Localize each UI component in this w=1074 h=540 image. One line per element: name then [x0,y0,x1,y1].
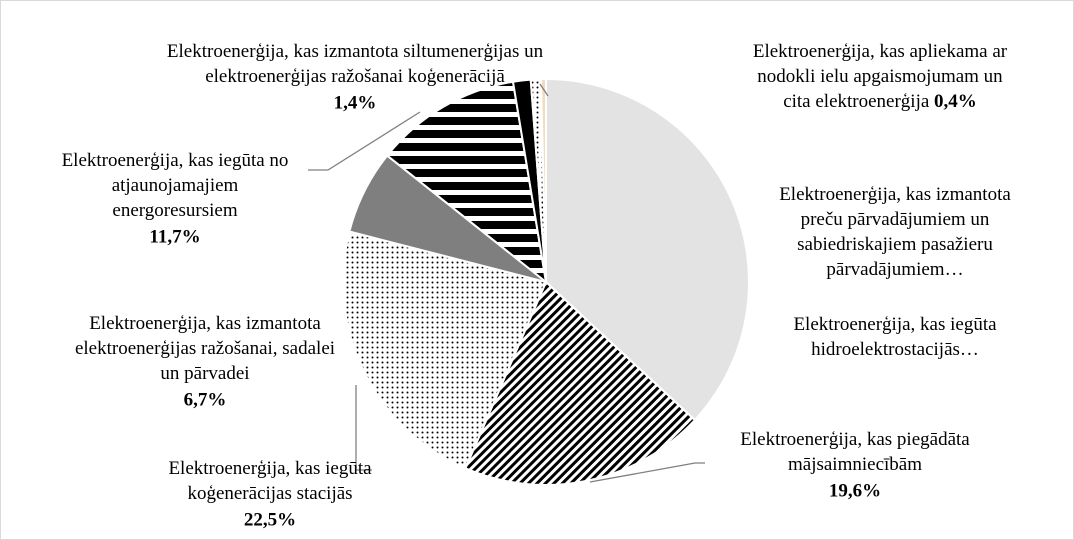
pie-slice [539,77,547,283]
slice-label: Elektroenerģija, kas iegūta [793,314,997,335]
slice-label-line: Elektroenerģija, kas apliekama ar [753,41,1008,62]
slice-label: nodokli ielu apgaismojumam un [757,66,1003,87]
slice-label-line: mājsaimniecībām [788,454,922,475]
slice-label: Elektroenerģija, kas izmantota [779,184,1011,205]
slice-label: Elektroenerģija, kas iegūta no [62,150,289,171]
slice-label: Elektroenerģija, kas apliekama ar [753,41,1008,62]
slice-label-line: hidroelektrostacijās… [811,339,979,360]
leader-line [589,462,705,483]
slice-label-line: atjaunojamajiem [112,175,239,196]
value-label: 11,7% [149,226,200,247]
slice-label-line: un pārvadei [160,363,249,384]
leader-lines [308,83,705,483]
pie-slice [545,77,750,422]
slice-label-line: sabiedriskajiem pasažieru [797,234,993,255]
leader-line [355,385,372,471]
slice-label-line: Elektroenerģija, kas izmantota [779,184,1011,205]
slice-label: hidroelektrostacijās… [811,339,979,360]
slice-label: Elektroenerģija, kas izmantota siltumene… [167,41,544,62]
value-label: 1,4% [334,92,377,113]
value-label: 19,6% [829,480,881,501]
slice-label: elektroenerģijas ražošanai koģenerācijā [205,66,505,87]
slice-label-line: koģenerācijas stacijās [187,483,352,504]
labels: Elektroenerģija, kas iegūta hidroelektros… [62,41,1012,530]
slice-label: cita elektroenerģija 0,4% [783,91,977,112]
slice-label-line: Elektroenerģija, kas iegūta [168,458,372,479]
pie [342,77,750,486]
slice-label-line: Elektroenerģija, kas iegūta [793,314,997,335]
slice-label: pārvadājumiem… [826,259,963,280]
slice-label: Elektroenerģija, kas piegādāta [740,429,970,450]
slice-label-line: Elektroenerģija, kas izmantota [89,313,321,334]
slice-label: koģenerācijas stacijās [187,483,352,504]
slice-label-line: Elektroenerģija, kas piegādāta [740,429,970,450]
slice-label: atjaunojamajiem [112,175,239,196]
slice-label-line: cita elektroenerģija [783,91,930,112]
slice-label: mājsaimniecībām [788,454,922,475]
slice-label: un pārvadei [160,363,249,384]
leader-line [539,83,549,97]
slice-label-line: preču pārvadājumiem un [801,209,990,230]
slice-label: Elektroenerģija, kas izmantota [89,313,321,334]
leader-line [308,111,421,171]
slice-label: energoresursiem [112,200,237,221]
pie-slice [464,280,697,486]
slice-label-line: pārvadājumiem… [826,259,963,280]
pie-slice [342,230,548,470]
slice-label: sabiedriskajiem pasažieru [797,234,993,255]
slice-label: preču pārvadājumiem un [801,209,990,230]
slice-label-line: Elektroenerģija, kas izmantota siltumene… [167,41,544,62]
value-label: 22,5% [244,509,296,530]
slice-label: elektroenerģijas ražošanai, sadalei [75,338,335,359]
slice-label-line: Elektroenerģija, kas iegūta no [62,150,289,171]
slice-label-line: nodokli ielu apgaismojumam un [757,66,1003,87]
slice-label: Elektroenerģija, kas iegūta [168,458,372,479]
slice-label-line: energoresursiem [112,200,237,221]
slice-label-line: elektroenerģijas ražošanai, sadalei [75,338,335,359]
slice-label-line: elektroenerģijas ražošanai koģenerācijā [205,66,505,87]
pie-slice [385,80,548,285]
value-label: 0,4% [934,91,977,112]
value-label: 6,7% [184,389,227,410]
